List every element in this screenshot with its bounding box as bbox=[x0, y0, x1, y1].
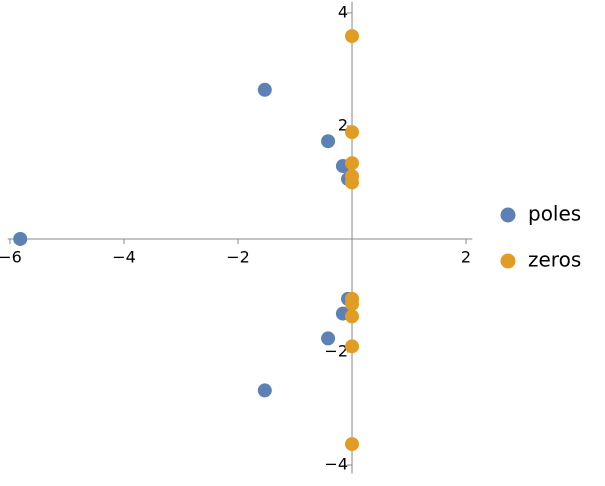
y-tick-label: 2 bbox=[338, 115, 348, 134]
point bbox=[345, 175, 360, 190]
point bbox=[345, 296, 360, 311]
legend-label: zeros bbox=[528, 248, 581, 272]
point bbox=[13, 231, 28, 246]
x-tick-label: −2 bbox=[226, 247, 250, 266]
x-tick-label: −4 bbox=[112, 247, 136, 266]
point bbox=[345, 125, 360, 140]
point bbox=[345, 156, 360, 171]
x-tick-label: −6 bbox=[0, 247, 22, 266]
point bbox=[321, 134, 336, 149]
point bbox=[257, 82, 272, 97]
legend: poles zeros bbox=[500, 202, 581, 272]
point bbox=[345, 309, 360, 324]
point bbox=[345, 29, 360, 44]
legend-marker bbox=[500, 207, 516, 223]
x-tick-label: 2 bbox=[461, 247, 471, 266]
point bbox=[257, 383, 272, 398]
legend-marker bbox=[500, 253, 516, 269]
point bbox=[345, 437, 360, 452]
legend-label: poles bbox=[528, 202, 581, 226]
point bbox=[321, 331, 336, 346]
y-tick-label: 4 bbox=[338, 2, 348, 21]
point bbox=[345, 339, 360, 354]
y-tick-label: −4 bbox=[324, 455, 348, 474]
y-tick-label: −2 bbox=[324, 341, 348, 360]
